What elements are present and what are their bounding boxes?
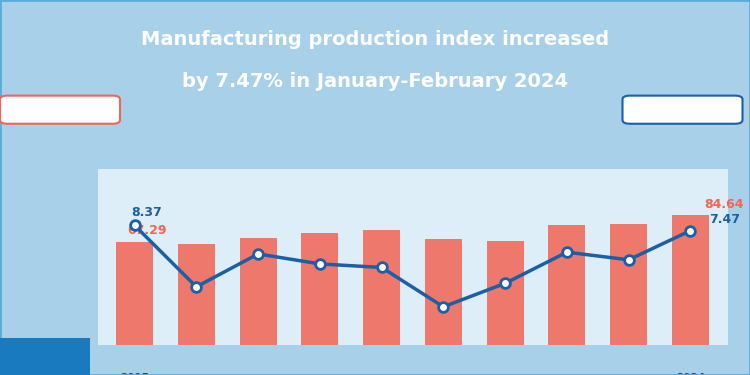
Text: 2015
Jan-Feb: 2015 Jan-Feb (112, 373, 157, 375)
Text: 8.37: 8.37 (131, 207, 162, 219)
Text: Manufacturing production index increased: Manufacturing production index increased (141, 30, 609, 50)
Text: by 7.47% in January-February 2024: by 7.47% in January-February 2024 (182, 72, 568, 92)
Bar (239, 238, 277, 345)
Bar (672, 215, 709, 345)
Text: 2021=100: 2021=100 (28, 105, 92, 115)
Text: YOY(%): YOY(%) (659, 105, 706, 115)
Bar (487, 241, 524, 345)
Text: 2024
Jan-Feb: 2024 Jan-Feb (668, 373, 712, 375)
FancyBboxPatch shape (0, 96, 120, 124)
Bar (424, 239, 462, 345)
Bar (178, 244, 214, 345)
FancyBboxPatch shape (622, 96, 742, 124)
Bar (363, 230, 401, 345)
Text: 7.47: 7.47 (709, 213, 740, 226)
Bar (610, 224, 647, 345)
Bar (0, 338, 90, 375)
Bar (116, 242, 153, 345)
Text: READ: READ (26, 350, 64, 363)
Bar (548, 225, 586, 345)
Text: 84.64: 84.64 (705, 198, 744, 211)
Text: 67.29: 67.29 (128, 224, 166, 237)
Bar (302, 233, 338, 345)
